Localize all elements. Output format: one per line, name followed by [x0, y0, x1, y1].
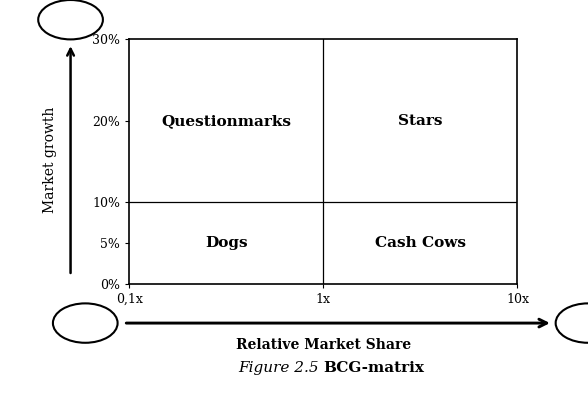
Text: Relative Market Share: Relative Market Share: [236, 338, 411, 352]
Text: Cash Cows: Cash Cows: [375, 236, 466, 250]
Text: High: High: [569, 316, 588, 330]
Text: Stars: Stars: [398, 114, 443, 128]
Text: Market growth: Market growth: [43, 106, 57, 213]
Text: Questionmarks: Questionmarks: [161, 114, 291, 128]
Text: BCG-matrix: BCG-matrix: [323, 361, 425, 375]
Text: Figure 2.5: Figure 2.5: [238, 361, 323, 375]
Text: Dogs: Dogs: [205, 236, 248, 250]
Text: Low: Low: [70, 316, 101, 330]
Text: High: High: [51, 13, 90, 27]
